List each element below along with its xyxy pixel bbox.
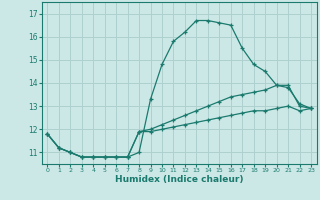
X-axis label: Humidex (Indice chaleur): Humidex (Indice chaleur) bbox=[115, 175, 244, 184]
